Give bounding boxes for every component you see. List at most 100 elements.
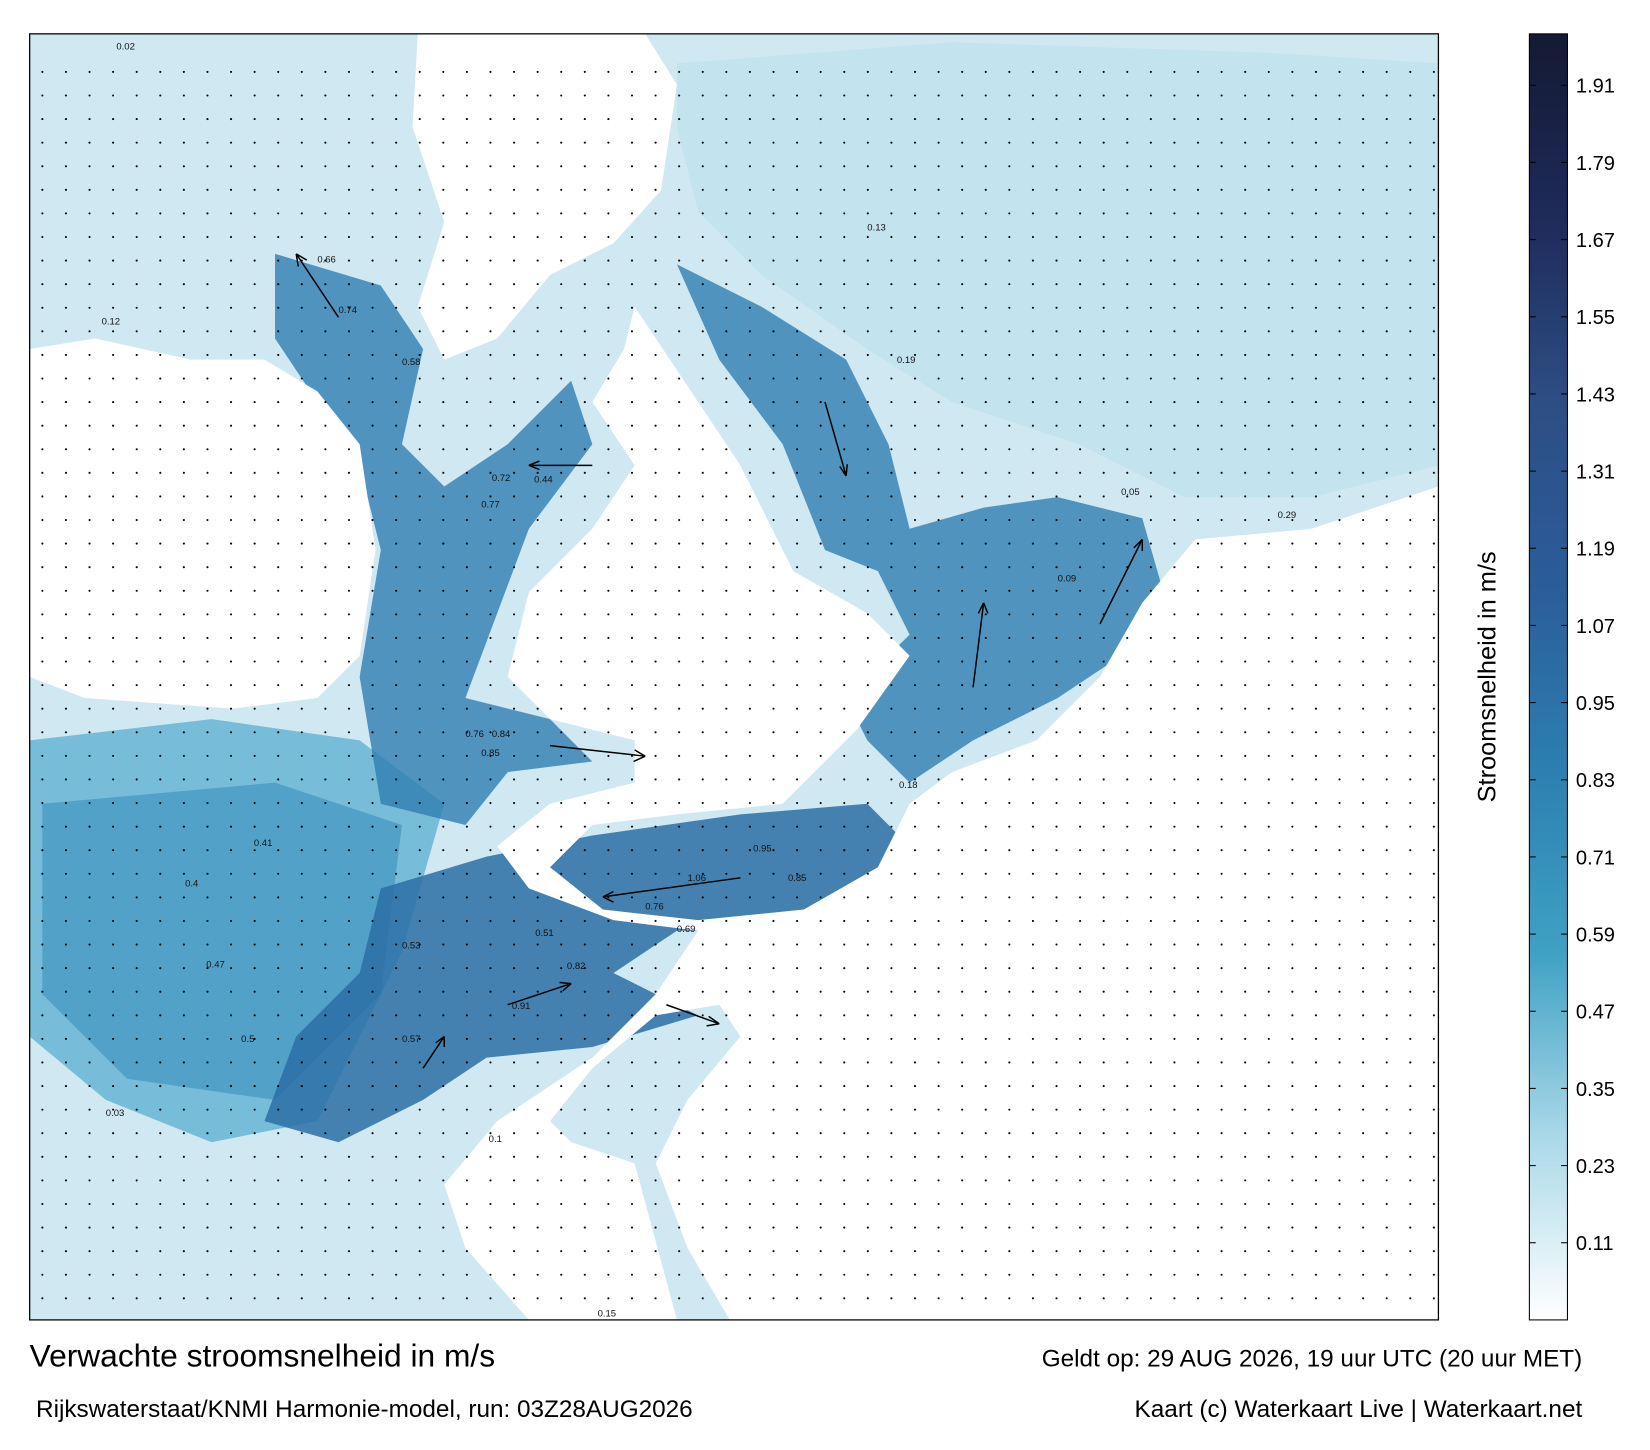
vector-dot [772,566,775,569]
vector-dot [560,1226,563,1229]
vector-dot [1362,731,1365,734]
vector-dot [1267,283,1270,286]
vector-dot [1055,1297,1058,1300]
vector-dot [442,1179,445,1182]
vector-dot [536,424,539,427]
vector-dot [64,330,68,333]
vector-dot [324,919,327,923]
vector-dot [1149,353,1152,356]
vector-dot [371,896,374,899]
vector-dot [135,118,138,121]
vector-dot [1338,495,1341,498]
vector-dot [229,943,233,946]
vector-dot [1126,1297,1129,1300]
vector-dot [418,872,421,875]
vector-dot [772,235,775,239]
vector-dot [937,235,940,239]
vector-dot [206,1108,209,1111]
vector-dot [1362,306,1365,309]
vector-dot [1126,353,1129,356]
vector-dot [1267,1273,1270,1276]
vector-dot [300,212,303,215]
vector-dot [772,94,775,97]
vector-dot [937,188,940,191]
vector-dot [984,801,987,805]
vector-dot [560,684,563,687]
vector-dot [253,825,256,828]
vector-dot [1314,849,1318,852]
vector-dot [678,188,681,191]
vector-dot [984,754,987,757]
vector-dot [41,1250,44,1253]
vector-dot [64,1202,68,1206]
colorbar-tick-label: 1.91 [1576,76,1615,98]
vector-dot [253,259,256,262]
vector-dot [583,141,586,144]
vector-dot [819,801,822,805]
vector-dot [1126,613,1129,616]
vector-dot [229,1155,233,1158]
vector-dot [961,235,964,239]
vector-dot [253,471,256,474]
vector-dot [607,165,610,168]
vector-dot [41,542,44,545]
vector-dot [678,1179,681,1182]
vector-dot [890,1179,893,1182]
vector-dot [796,684,799,687]
vector-dot [159,778,162,781]
vector-dot [937,141,940,144]
vector-dot [418,1132,421,1135]
vector-dot [135,707,138,710]
vector-dot [88,872,91,875]
vector-dot [890,1226,893,1229]
vector-dot [465,495,468,498]
vector-dot [41,259,44,262]
vector-dot [678,448,681,451]
vector-dot [1432,1014,1435,1017]
vector-dot [607,1273,610,1276]
vector-dot [1385,1132,1388,1135]
vector-dot [583,1037,586,1040]
vector-dot [465,990,468,993]
vector-dot [560,731,563,734]
vector-dot [819,1273,822,1276]
vector-dot [1055,660,1058,663]
vector-dot [1173,518,1176,522]
vector-dot [630,707,634,710]
vector-dot [678,1014,681,1017]
vector-dot [418,1155,421,1158]
vector-dot [300,424,303,427]
vector-dot [277,1037,280,1040]
vector-dot [866,471,869,474]
vector-dot [442,330,445,333]
vector-dot [1432,94,1435,97]
vector-dot [843,212,846,215]
vector-dot [395,919,398,923]
vector-dot [1126,1155,1129,1158]
vector-dot [1267,636,1270,640]
vector-dot [253,353,256,356]
vector-dot [206,1014,209,1017]
vector-dot [560,188,563,191]
vector-dot [41,707,44,710]
vector-dot [583,424,586,427]
vector-dot [135,896,138,899]
vector-dot [135,212,138,215]
vector-dot [1409,1273,1412,1276]
vector-dot [536,1179,539,1182]
vector-dot [395,1061,398,1064]
vector-dot [395,990,398,993]
vector-dot [1126,377,1129,380]
vector-dot [630,1155,634,1158]
vector-dot [748,967,751,970]
vector-dot [819,1226,822,1229]
vector-dot [395,235,398,239]
vector-dot [1362,141,1365,144]
vector-dot [1409,330,1412,333]
vector-dot [1362,754,1365,757]
vector-dot [536,990,539,993]
vector-dot [1220,212,1223,215]
vector-dot [961,636,964,640]
colorbar-tick-label: 0.11 [1576,1233,1614,1255]
vector-dot [442,542,445,545]
